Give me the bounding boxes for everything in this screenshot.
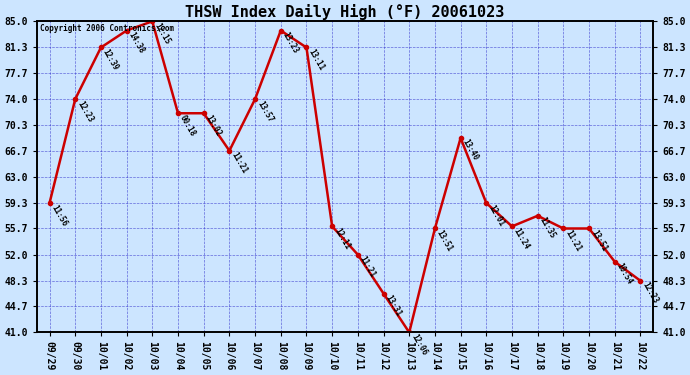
Text: 11:24: 11:24: [512, 226, 531, 251]
Text: 10:54: 10:54: [615, 262, 634, 286]
Text: 12:01: 12:01: [486, 203, 506, 228]
Text: 12:11: 12:11: [332, 226, 351, 251]
Text: 13:02: 13:02: [204, 113, 223, 138]
Text: 11:35: 11:35: [538, 216, 557, 240]
Text: 12:06: 12:06: [409, 332, 428, 357]
Text: 14:38: 14:38: [127, 30, 146, 55]
Title: THSW Index Daily High (°F) 20061023: THSW Index Daily High (°F) 20061023: [186, 4, 504, 20]
Text: 13:40: 13:40: [461, 138, 480, 162]
Text: 12:15: 12:15: [152, 21, 172, 46]
Text: 11:21: 11:21: [358, 255, 377, 279]
Text: 12:23: 12:23: [75, 99, 95, 124]
Text: 13:51: 13:51: [435, 228, 454, 253]
Text: 13:11: 13:11: [306, 48, 326, 72]
Text: 00:18: 00:18: [178, 113, 197, 138]
Text: 13:23: 13:23: [281, 30, 300, 55]
Text: 13:51: 13:51: [589, 228, 609, 253]
Text: 11:21: 11:21: [229, 151, 248, 175]
Text: 13:57: 13:57: [255, 99, 275, 124]
Text: Copyright 2006 Contronics.com: Copyright 2006 Contronics.com: [40, 24, 174, 33]
Text: 11:21: 11:21: [563, 228, 583, 253]
Text: 12:23: 12:23: [640, 281, 660, 305]
Text: 13:31: 13:31: [384, 294, 403, 318]
Text: 11:56: 11:56: [50, 203, 69, 228]
Text: 12:39: 12:39: [101, 48, 120, 72]
